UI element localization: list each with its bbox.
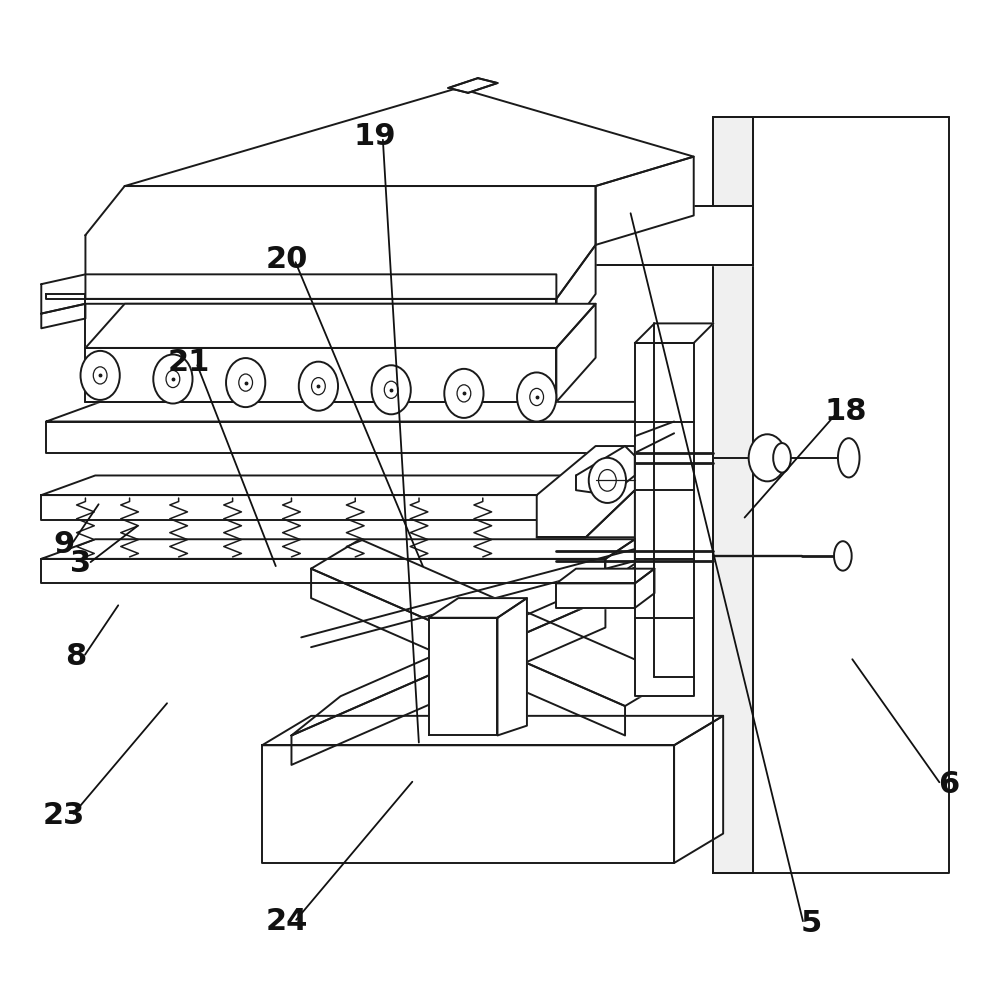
Polygon shape — [311, 569, 624, 735]
Polygon shape — [85, 299, 556, 348]
Polygon shape — [556, 304, 595, 402]
Ellipse shape — [598, 470, 615, 491]
Polygon shape — [751, 117, 948, 873]
Polygon shape — [390, 206, 751, 265]
Ellipse shape — [456, 385, 470, 402]
Ellipse shape — [153, 354, 192, 404]
Polygon shape — [634, 569, 654, 608]
Polygon shape — [291, 559, 654, 735]
Text: 24: 24 — [265, 907, 307, 936]
Ellipse shape — [298, 362, 338, 411]
Ellipse shape — [747, 434, 785, 481]
Polygon shape — [576, 446, 634, 495]
Polygon shape — [713, 117, 751, 873]
Ellipse shape — [772, 443, 790, 473]
Ellipse shape — [444, 369, 483, 418]
Polygon shape — [428, 618, 497, 735]
Ellipse shape — [588, 458, 625, 503]
Polygon shape — [311, 539, 673, 706]
Polygon shape — [556, 583, 634, 608]
Ellipse shape — [311, 378, 325, 395]
Text: 9: 9 — [53, 530, 75, 559]
Polygon shape — [41, 559, 604, 583]
Polygon shape — [85, 348, 556, 402]
Polygon shape — [41, 304, 85, 328]
Polygon shape — [556, 569, 654, 583]
Polygon shape — [261, 745, 673, 863]
Polygon shape — [291, 598, 604, 765]
Ellipse shape — [529, 388, 543, 406]
Polygon shape — [713, 117, 751, 873]
Polygon shape — [536, 490, 634, 537]
Polygon shape — [428, 598, 527, 618]
Polygon shape — [41, 495, 604, 520]
Polygon shape — [261, 716, 723, 745]
Polygon shape — [673, 716, 723, 863]
Ellipse shape — [93, 367, 107, 384]
Ellipse shape — [384, 381, 398, 398]
Polygon shape — [46, 294, 85, 299]
Text: 20: 20 — [265, 245, 307, 274]
Polygon shape — [41, 475, 634, 495]
Text: 5: 5 — [800, 909, 821, 938]
Ellipse shape — [239, 374, 252, 391]
Ellipse shape — [371, 365, 411, 414]
Text: 18: 18 — [824, 397, 866, 426]
Polygon shape — [634, 323, 713, 343]
Polygon shape — [41, 539, 634, 559]
Ellipse shape — [833, 541, 851, 571]
Ellipse shape — [517, 372, 556, 422]
Polygon shape — [556, 245, 595, 348]
Polygon shape — [634, 343, 693, 696]
Polygon shape — [604, 539, 634, 583]
Text: 23: 23 — [43, 801, 84, 830]
Polygon shape — [85, 186, 595, 299]
Text: 6: 6 — [937, 770, 958, 799]
Polygon shape — [124, 88, 693, 186]
Polygon shape — [604, 475, 634, 520]
Polygon shape — [536, 446, 634, 537]
Polygon shape — [41, 274, 556, 314]
Polygon shape — [497, 598, 527, 735]
Ellipse shape — [166, 370, 180, 388]
Text: 3: 3 — [70, 549, 91, 578]
Ellipse shape — [226, 358, 265, 407]
Polygon shape — [46, 422, 644, 453]
Polygon shape — [644, 402, 673, 453]
Polygon shape — [448, 78, 497, 93]
Text: 21: 21 — [167, 348, 210, 377]
Ellipse shape — [837, 438, 859, 477]
Text: 19: 19 — [353, 122, 396, 151]
Polygon shape — [46, 402, 673, 422]
Text: 8: 8 — [65, 642, 86, 671]
Polygon shape — [85, 304, 595, 348]
Polygon shape — [595, 157, 693, 245]
Ellipse shape — [81, 351, 119, 400]
